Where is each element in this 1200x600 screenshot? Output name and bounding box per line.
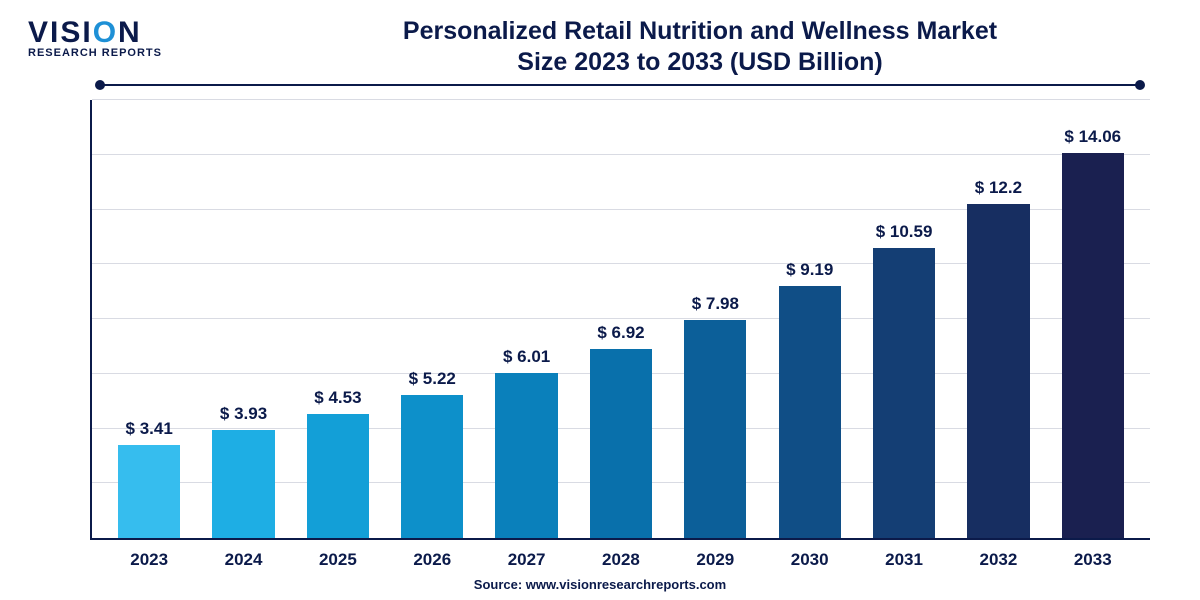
bar-slot: $ 3.932024 bbox=[196, 100, 290, 538]
bar-x-label: 2029 bbox=[696, 550, 734, 570]
bar-value-label: $ 10.59 bbox=[876, 222, 933, 242]
bar-chart: $ 3.412023$ 3.932024$ 4.532025$ 5.222026… bbox=[90, 100, 1150, 540]
brand-logo: VISION RESEARCH REPORTS bbox=[28, 18, 162, 59]
bar-rect bbox=[967, 204, 1029, 538]
bar-rect bbox=[779, 286, 841, 538]
chart-bars: $ 3.412023$ 3.932024$ 4.532025$ 5.222026… bbox=[92, 100, 1150, 538]
bar-x-label: 2033 bbox=[1074, 550, 1112, 570]
bar-slot: $ 10.592031 bbox=[857, 100, 951, 538]
bar-slot: $ 6.922028 bbox=[574, 100, 668, 538]
bar-slot: $ 14.062033 bbox=[1046, 100, 1140, 538]
bar-slot: $ 12.22032 bbox=[951, 100, 1045, 538]
title-divider bbox=[100, 84, 1140, 86]
bar-x-label: 2030 bbox=[791, 550, 829, 570]
bar-x-label: 2025 bbox=[319, 550, 357, 570]
source-attribution: Source: www.visionresearchreports.com bbox=[0, 577, 1200, 592]
bar-value-label: $ 5.22 bbox=[409, 369, 456, 389]
bar-slot: $ 6.012027 bbox=[479, 100, 573, 538]
logo-line2: RESEARCH REPORTS bbox=[28, 48, 162, 59]
bar-value-label: $ 12.2 bbox=[975, 178, 1022, 198]
logo-line1-post: N bbox=[118, 16, 142, 49]
bar-value-label: $ 14.06 bbox=[1064, 127, 1121, 147]
bar-value-label: $ 6.01 bbox=[503, 347, 550, 367]
bar-slot: $ 4.532025 bbox=[291, 100, 385, 538]
logo-line1-accent: O bbox=[93, 16, 118, 49]
bar-x-label: 2026 bbox=[413, 550, 451, 570]
bar-rect bbox=[401, 395, 463, 538]
bar-x-label: 2024 bbox=[225, 550, 263, 570]
bar-rect bbox=[118, 445, 180, 538]
bar-rect bbox=[873, 248, 935, 538]
chart-title-line1: Personalized Retail Nutrition and Wellne… bbox=[403, 17, 997, 45]
bar-rect bbox=[307, 414, 369, 538]
logo-line1: VISION bbox=[28, 18, 162, 48]
bar-value-label: $ 9.19 bbox=[786, 260, 833, 280]
bar-slot: $ 7.982029 bbox=[668, 100, 762, 538]
bar-value-label: $ 7.98 bbox=[692, 294, 739, 314]
logo-line1-pre: VISI bbox=[28, 16, 93, 49]
bar-slot: $ 9.192030 bbox=[763, 100, 857, 538]
bar-x-label: 2031 bbox=[885, 550, 923, 570]
bar-value-label: $ 6.92 bbox=[597, 323, 644, 343]
bar-rect bbox=[1062, 153, 1124, 538]
bar-x-label: 2027 bbox=[508, 550, 546, 570]
bar-value-label: $ 4.53 bbox=[314, 388, 361, 408]
chart-title: Personalized Retail Nutrition and Wellne… bbox=[260, 16, 1140, 79]
bar-rect bbox=[212, 430, 274, 538]
bar-x-label: 2032 bbox=[979, 550, 1017, 570]
bar-rect bbox=[684, 320, 746, 538]
bar-slot: $ 3.412023 bbox=[102, 100, 196, 538]
bar-slot: $ 5.222026 bbox=[385, 100, 479, 538]
bar-rect bbox=[495, 373, 557, 538]
bar-value-label: $ 3.41 bbox=[126, 419, 173, 439]
bar-rect bbox=[590, 349, 652, 538]
bar-x-label: 2028 bbox=[602, 550, 640, 570]
chart-title-line2: Size 2023 to 2033 (USD Billion) bbox=[517, 48, 882, 76]
bar-x-label: 2023 bbox=[130, 550, 168, 570]
bar-value-label: $ 3.93 bbox=[220, 404, 267, 424]
